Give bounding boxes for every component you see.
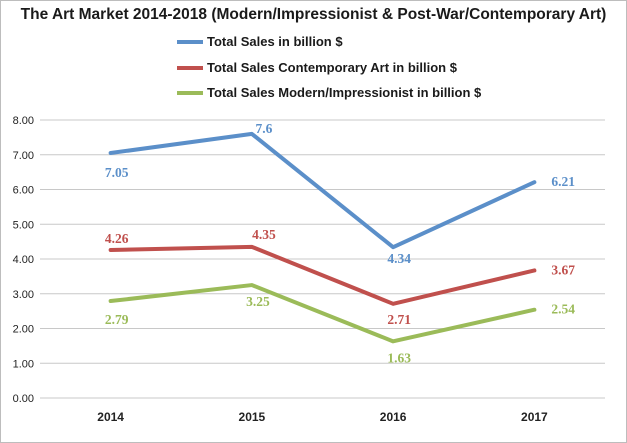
- series-line: [108, 283, 537, 344]
- chart-title: The Art Market 2014-2018 (Modern/Impress…: [20, 6, 607, 23]
- y-tick-label: 5.00: [13, 219, 34, 231]
- series-line: [108, 244, 537, 306]
- x-tick-label: 2016: [380, 410, 407, 424]
- y-tick-label: 0.00: [13, 393, 34, 405]
- legend-entry: Total Sales in billion $: [207, 34, 343, 49]
- y-tick-label: 4.00: [13, 254, 34, 266]
- y-tick-label: 7.00: [13, 150, 34, 162]
- series-line: [108, 131, 537, 250]
- data-label: 4.35: [252, 227, 276, 242]
- data-label: 6.21: [551, 174, 575, 189]
- x-tick-label: 2017: [521, 410, 548, 424]
- legend-entry: Total Sales Contemporary Art in billion …: [207, 60, 458, 75]
- data-label: 4.34: [387, 251, 411, 266]
- y-tick-label: 1.00: [13, 358, 34, 370]
- data-label: 7.05: [105, 165, 129, 180]
- data-label: 3.25: [246, 294, 270, 309]
- y-tick-label: 2.00: [13, 324, 34, 336]
- x-tick-label: 2015: [239, 410, 266, 424]
- data-label: 7.6: [255, 121, 272, 136]
- y-tick-label: 3.00: [13, 289, 34, 301]
- data-label: 2.54: [551, 302, 575, 317]
- data-label: 2.71: [387, 312, 411, 327]
- y-tick-label: 8.00: [13, 115, 34, 127]
- y-tick-label: 6.00: [13, 185, 34, 197]
- data-label: 2.79: [105, 312, 129, 327]
- data-label: 1.63: [387, 350, 411, 365]
- legend-entry: Total Sales Modern/Impressionist in bill…: [207, 85, 482, 100]
- data-label: 3.67: [551, 262, 575, 277]
- data-label: 4.26: [105, 231, 129, 246]
- x-tick-label: 2014: [97, 410, 124, 424]
